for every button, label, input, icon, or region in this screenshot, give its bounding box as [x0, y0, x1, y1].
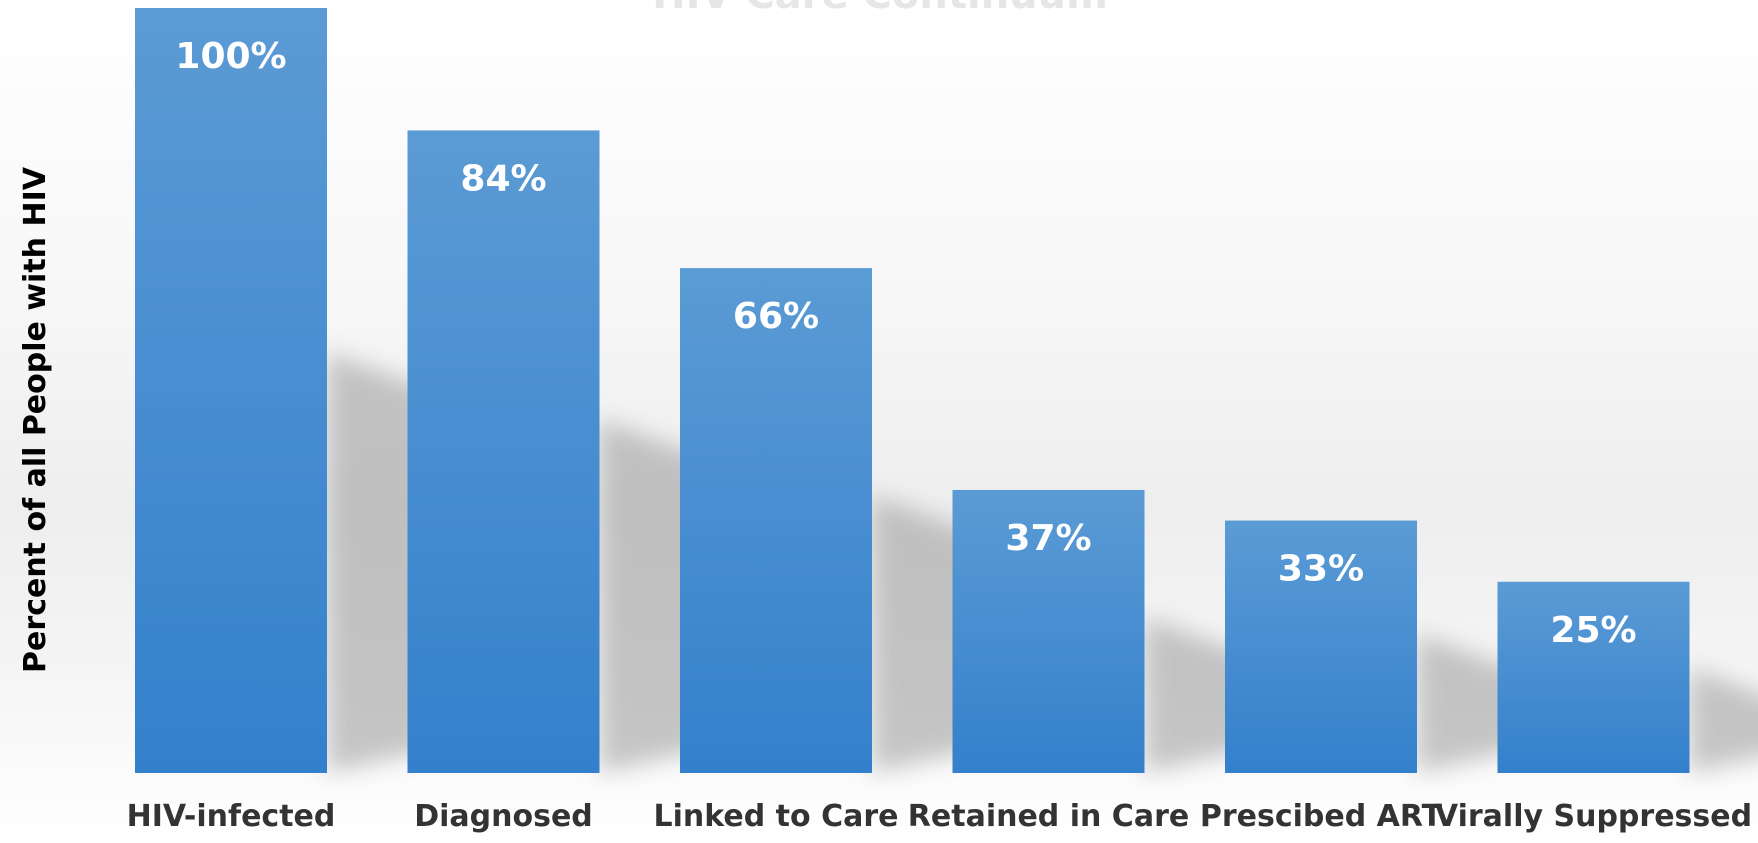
bar-retained-in-care	[952, 489, 1145, 773]
bars	[135, 8, 1690, 773]
value-label: 33%	[1278, 549, 1364, 590]
bar-prescibed-art	[1225, 520, 1417, 773]
value-label: 37%	[1005, 518, 1091, 559]
y-axis-label: Percent of all People with HIV	[18, 166, 53, 673]
value-labels: 100% 84% 66% 37% 33% 25%	[175, 36, 1636, 651]
bar-shadow	[1689, 667, 1758, 773]
bar-hiv-infected	[135, 8, 327, 773]
value-label: 84%	[460, 158, 546, 199]
category-label: Prescibed ART	[1200, 799, 1443, 834]
category-label: Diagnosed	[414, 799, 593, 834]
chart-title: HIV Care Continuum	[652, 0, 1108, 18]
category-label: Retained in Care	[908, 799, 1189, 834]
category-label: HIV-infected	[127, 799, 336, 834]
bar-virally-suppressed	[1497, 581, 1690, 773]
category-label: Virally Suppressed	[1435, 799, 1752, 834]
category-label: Linked to Care	[654, 799, 899, 834]
category-labels: HIV-infected Diagnosed Linked to Care Retai…	[127, 799, 1752, 834]
bar-linked-to-care	[680, 268, 872, 773]
value-label: 100%	[175, 36, 286, 77]
value-label: 25%	[1550, 610, 1636, 651]
bar-diagnosed	[407, 130, 600, 773]
value-label: 66%	[733, 296, 819, 337]
